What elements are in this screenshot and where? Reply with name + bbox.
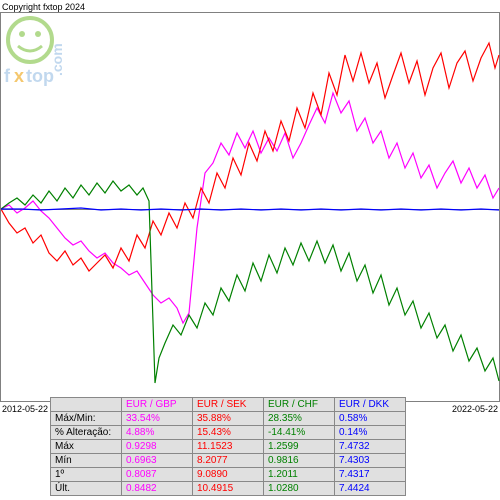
table-cell: 7.4317	[335, 468, 406, 482]
table-col-header: EUR / DKK	[335, 398, 406, 412]
table-row-label: Máx/Min:	[51, 412, 122, 426]
table-cell: 28.35%	[264, 412, 335, 426]
table-col-header: EUR / GBP	[122, 398, 193, 412]
x-axis-end: 2022-05-22	[452, 404, 498, 414]
table-cell: 15.43%	[193, 426, 264, 440]
series-line	[1, 181, 499, 383]
chart-area	[0, 12, 500, 402]
table-cell: 0.58%	[335, 412, 406, 426]
series-line	[1, 208, 499, 210]
copyright-text: Copyright fxtop 2024	[2, 2, 85, 12]
table-row-label: Mín	[51, 454, 122, 468]
table-cell: 1.0280	[264, 482, 335, 496]
table-cell: 7.4303	[335, 454, 406, 468]
table-cell: 35.88%	[193, 412, 264, 426]
table-cell: 7.4732	[335, 440, 406, 454]
table-cell: 7.4424	[335, 482, 406, 496]
table-cell: 0.8087	[122, 468, 193, 482]
x-axis-start: 2012-05-22	[2, 404, 48, 414]
summary-table: EUR / GBPEUR / SEKEUR / CHFEUR / DKK Máx/…	[50, 397, 406, 496]
table-cell: 0.9298	[122, 440, 193, 454]
table-cell: 8.2077	[193, 454, 264, 468]
table-col-header: EUR / CHF	[264, 398, 335, 412]
table-row-label: 1º	[51, 468, 122, 482]
table-cell: -14.41%	[264, 426, 335, 440]
series-line	[1, 43, 499, 271]
table-row-label: % Alteração:	[51, 426, 122, 440]
table-cell: 11.1523	[193, 440, 264, 454]
table-row-label: Máx	[51, 440, 122, 454]
chart-lines	[1, 13, 500, 403]
table-col-header: EUR / SEK	[193, 398, 264, 412]
table-cell: 0.8482	[122, 482, 193, 496]
table-cell: 1.2011	[264, 468, 335, 482]
table-corner	[51, 398, 122, 412]
table-cell: 1.2599	[264, 440, 335, 454]
table-cell: 0.6963	[122, 454, 193, 468]
table-cell: 9.0890	[193, 468, 264, 482]
table-cell: 0.9816	[264, 454, 335, 468]
table-cell: 33.54%	[122, 412, 193, 426]
table-cell: 4.88%	[122, 426, 193, 440]
table-cell: 10.4915	[193, 482, 264, 496]
table-row-label: Últ.	[51, 482, 122, 496]
table-cell: 0.14%	[335, 426, 406, 440]
